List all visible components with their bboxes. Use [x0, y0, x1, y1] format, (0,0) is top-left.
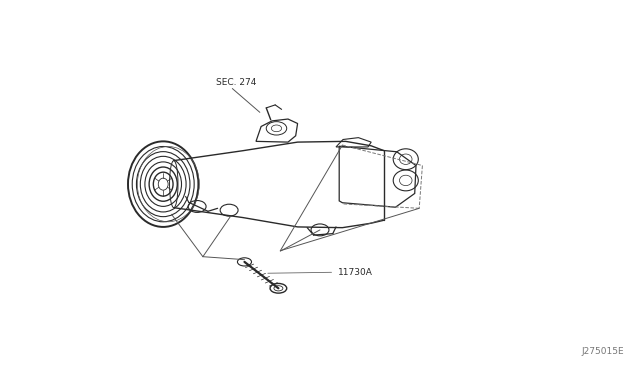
Text: SEC. 274: SEC. 274: [216, 78, 256, 87]
Text: J275015E: J275015E: [581, 347, 624, 356]
Text: 11730A: 11730A: [338, 268, 372, 277]
